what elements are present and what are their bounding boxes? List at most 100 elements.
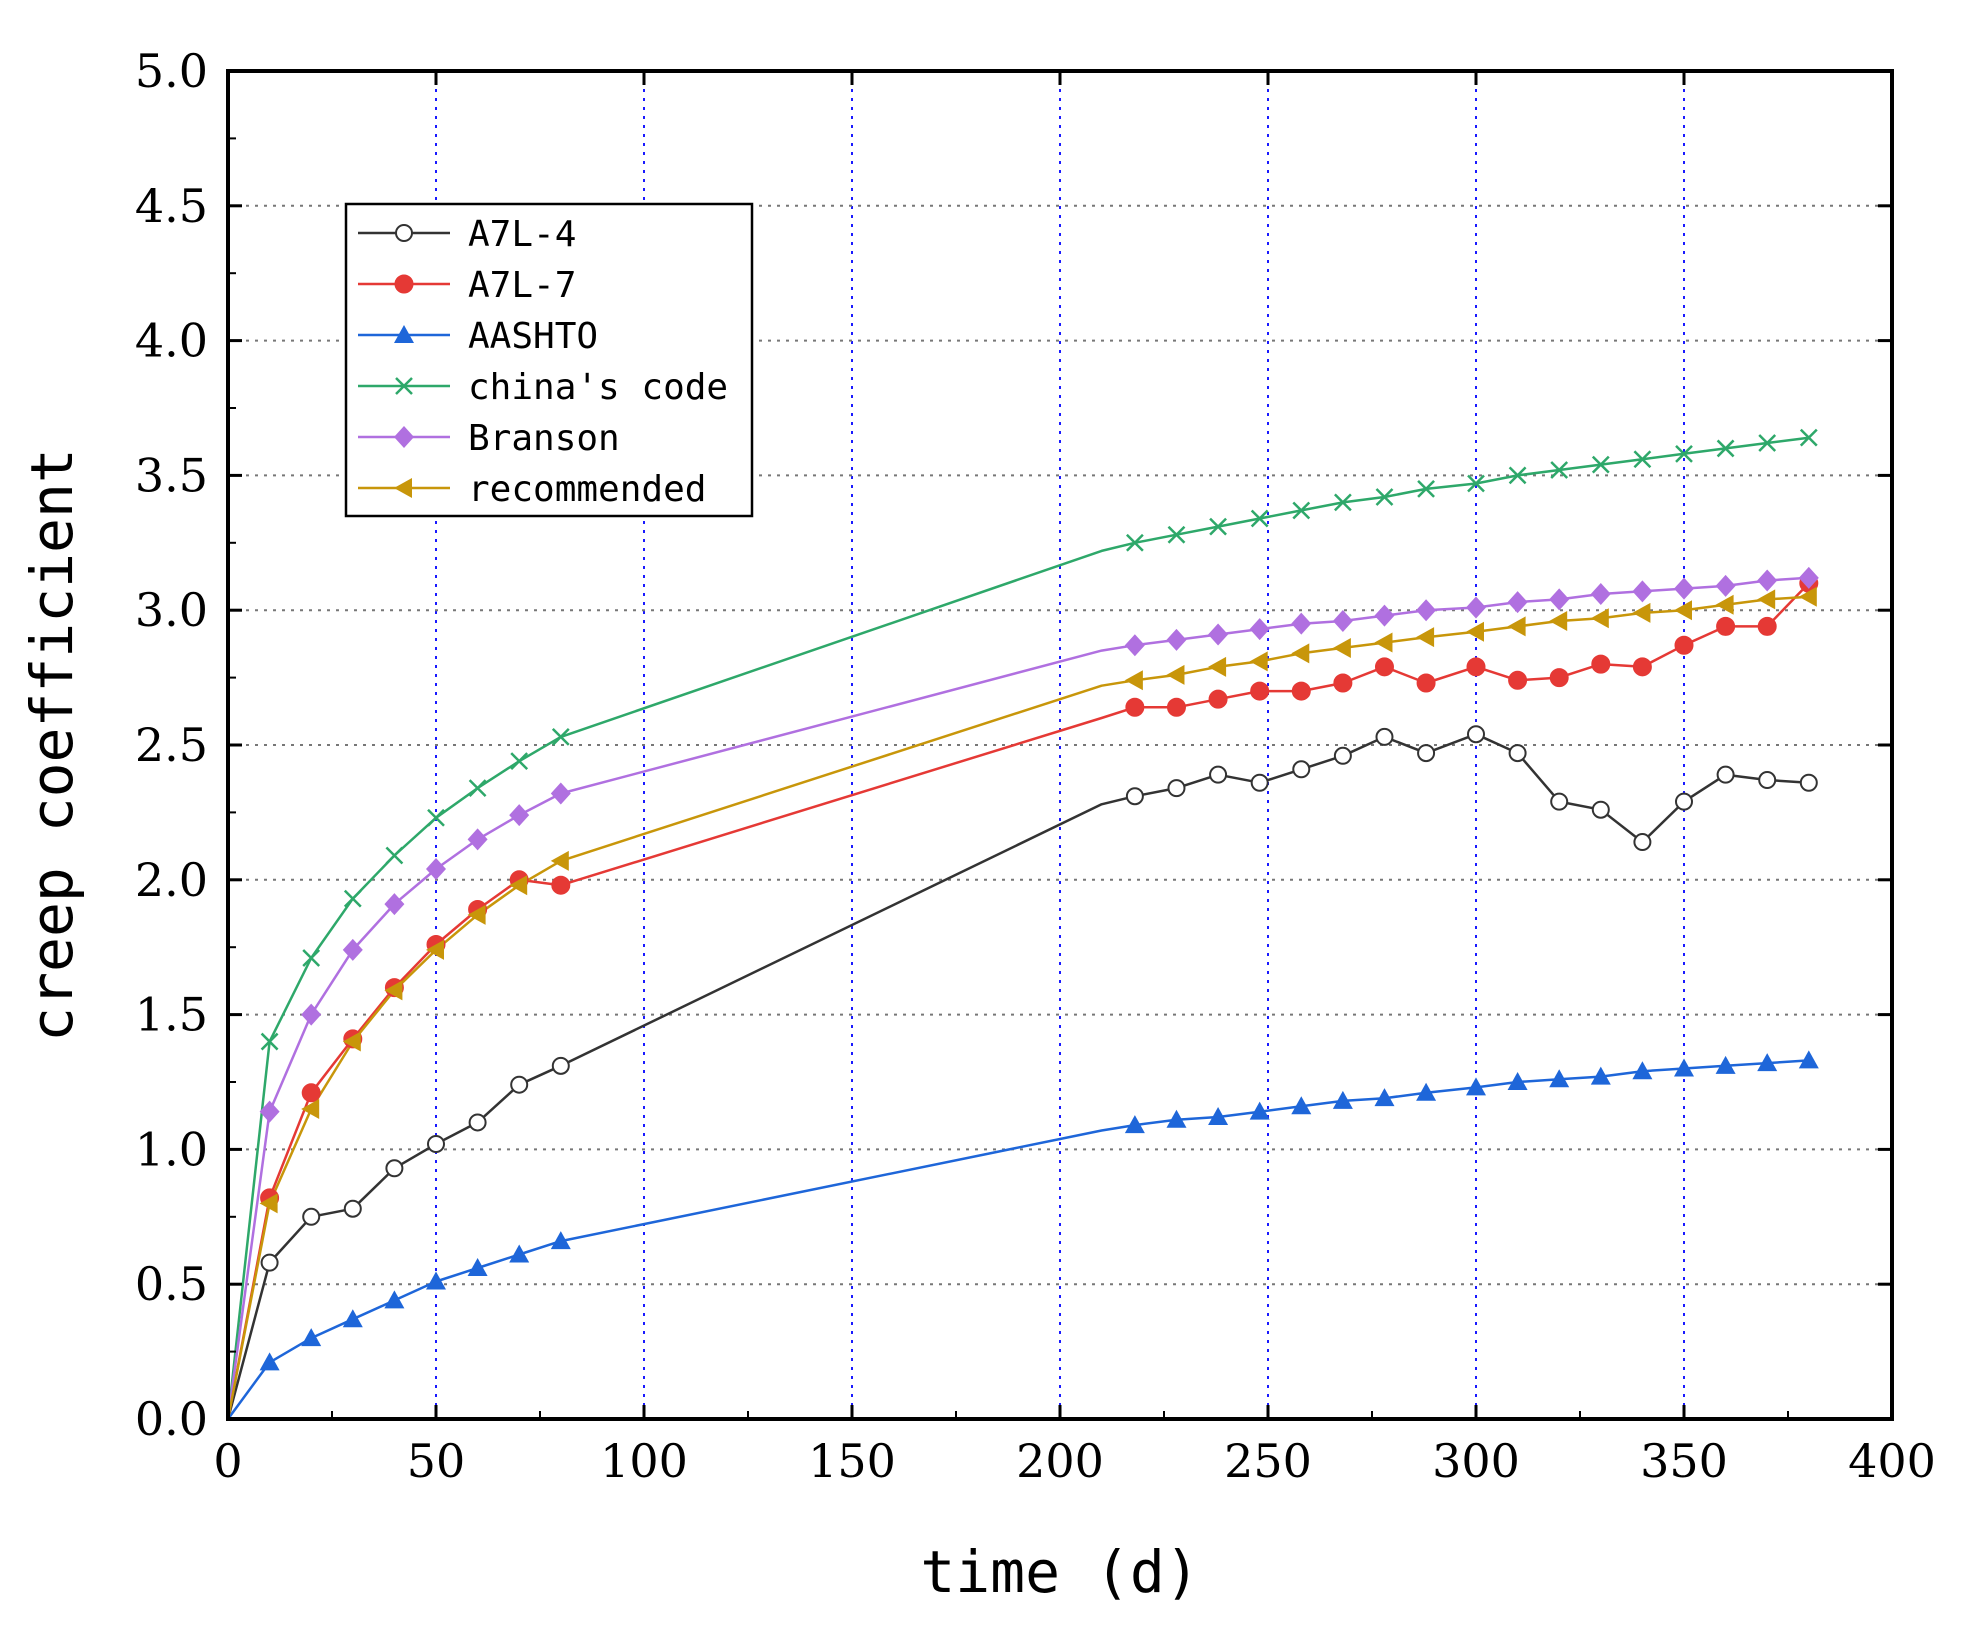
data-point [1716,439,1735,458]
data-point [1416,1082,1437,1101]
legend-swatch-marker [394,426,414,448]
data-point [1250,509,1269,528]
data-point [301,1083,321,1103]
y-tick-label: 5.0 [135,44,208,98]
data-point [551,875,571,895]
data-point [260,1032,279,1051]
legend-entry: AASHTO [358,316,598,357]
data-point [1675,444,1693,463]
data-point [259,1100,280,1123]
legend-label: recommended [468,469,706,510]
data-point [1375,488,1394,506]
data-point [1758,434,1777,452]
x-marker-stroke [468,779,487,798]
data-point [1675,792,1693,811]
legend-swatch-marker [394,274,414,294]
data-point [384,980,403,1001]
data-point [1416,599,1437,622]
legend-label: A7L-7 [468,265,576,306]
data-point [1375,727,1394,746]
y-tick-label: 1.5 [135,988,208,1042]
data-point [426,858,446,881]
data-point [1799,773,1818,792]
x-tick-label: 50 [407,1434,466,1488]
data-point [1416,627,1435,648]
data-point [1208,1107,1229,1126]
data-point [509,875,528,896]
x-marker-stroke [385,846,404,865]
data-point [1549,668,1569,688]
legend: A7L-4 A7L-7 AASHTO china's code Branson recom… [344,202,754,518]
data-point [1632,602,1651,623]
data-point [1632,1061,1653,1080]
data-point [1466,657,1486,677]
data-point [384,1290,405,1309]
x-tick-label: 150 [808,1434,896,1488]
data-point [1715,1055,1736,1074]
data-point [1167,525,1186,544]
y-tick-label: 4.5 [135,179,208,233]
grid-lines [228,71,1892,1419]
data-point [1417,744,1436,763]
data-point [1374,604,1395,627]
x-marker-stroke [1167,525,1186,544]
x-tick-label: 250 [1224,1434,1312,1488]
data-point [1798,586,1817,607]
data-point [1333,746,1352,765]
data-point [1467,725,1485,744]
data-point [302,949,321,967]
x-marker-stroke [1209,517,1227,536]
data-point [550,782,571,805]
legend-label: Branson [468,418,620,459]
x-marker-stroke [1467,474,1485,493]
data-point [1507,1072,1528,1090]
data-point [260,1253,279,1272]
legend-entry: A7L-7 [358,265,576,306]
data-point [1549,1069,1570,1088]
data-point [1374,1088,1395,1107]
data-point [1550,792,1569,811]
data-point [342,938,363,961]
data-point [1674,600,1692,621]
x-marker-stroke [1591,455,1610,474]
x-marker-stroke [1799,428,1818,447]
data-point [1208,689,1228,709]
x-tick-label: 350 [1640,1434,1728,1488]
x-tick-label: 0 [213,1434,242,1488]
axis-ticks [226,69,1894,1421]
data-point [1332,1090,1353,1109]
data-point [259,1352,280,1371]
data-point [1333,493,1352,512]
data-point [551,728,570,746]
data-point [384,893,405,916]
data-point [467,904,486,925]
legend-box [344,202,754,518]
data-point [468,779,487,798]
data-point [343,889,362,908]
x-marker-stroke [1417,479,1435,498]
data-point [301,1098,320,1119]
data-point [509,804,530,827]
data-point [1124,670,1143,691]
data-point [1590,583,1611,606]
data-point [1166,628,1187,651]
y-tick-label: 2.5 [135,718,208,772]
x-tick-label: 200 [1016,1434,1104,1488]
x-tick-label: 300 [1432,1434,1520,1488]
legend-swatch-marker [394,325,414,343]
x-marker-stroke [1758,434,1777,452]
data-point [1633,833,1652,852]
x-marker-stroke [1250,509,1269,528]
data-point [1799,428,1818,447]
data-point [1716,616,1736,636]
legend-swatch-marker [394,478,412,498]
x-marker-stroke [1716,439,1735,458]
data-point [1291,612,1312,635]
y-tick-label: 0.5 [135,1257,208,1311]
legend-label: A7L-4 [468,214,576,255]
y-tick-label: 3.5 [135,448,208,502]
x-tick-label: 100 [600,1434,688,1488]
data-point [550,850,569,871]
